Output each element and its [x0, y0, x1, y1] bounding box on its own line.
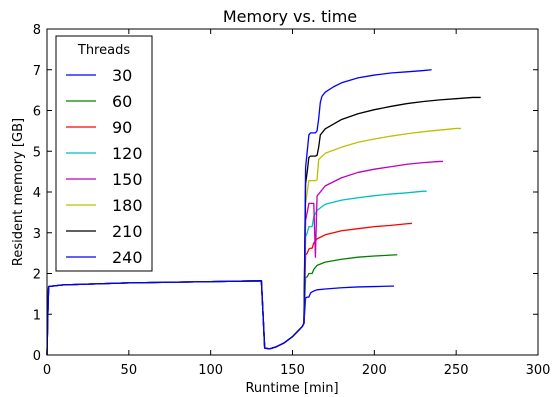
- x-tick-label: 200: [362, 363, 387, 378]
- axis-ticks: 0 50 100 150 200 250 300 0 1 2 3 4 5 6 7 8: [33, 23, 551, 378]
- plot-area: [46, 69, 481, 356]
- y-axis-label: Resident memory [GB]: [11, 118, 26, 266]
- y-tick-label: 8: [33, 23, 41, 38]
- x-tick-label: 0: [43, 363, 51, 378]
- y-tick-label: 0: [33, 349, 41, 364]
- legend-label-120: 120: [112, 144, 143, 163]
- x-tick-label: 250: [444, 363, 469, 378]
- legend-label-30: 30: [112, 66, 132, 85]
- legend-label-180: 180: [112, 196, 143, 215]
- y-tick-label: 5: [33, 145, 41, 160]
- y-tick-label: 3: [33, 227, 41, 242]
- x-tick-label: 300: [526, 363, 551, 378]
- y-tick-label: 4: [33, 186, 41, 201]
- legend: Threads 30 60 90 120 150 180 210 240: [55, 35, 153, 272]
- x-tick-label: 150: [280, 363, 305, 378]
- y-tick-label: 2: [33, 268, 41, 283]
- legend-label-240: 240: [112, 248, 143, 267]
- chart-title: Memory vs. time: [223, 7, 357, 26]
- y-tick-label: 7: [33, 64, 41, 79]
- legend-label-150: 150: [112, 170, 143, 189]
- plot-frame: [46, 28, 539, 356]
- series-line-30: [46, 280, 394, 356]
- legend-title: Threads: [77, 43, 130, 58]
- legend-label-210: 210: [112, 222, 143, 241]
- y-tick-label: 6: [33, 105, 41, 120]
- legend-label-60: 60: [112, 92, 132, 111]
- x-tick-label: 100: [198, 363, 223, 378]
- series-line-240: [46, 69, 432, 356]
- y-tick-label: 1: [33, 308, 41, 323]
- x-tick-label: 50: [121, 363, 138, 378]
- legend-label-90: 90: [112, 118, 132, 137]
- x-axis-label: Runtime [min]: [245, 381, 338, 396]
